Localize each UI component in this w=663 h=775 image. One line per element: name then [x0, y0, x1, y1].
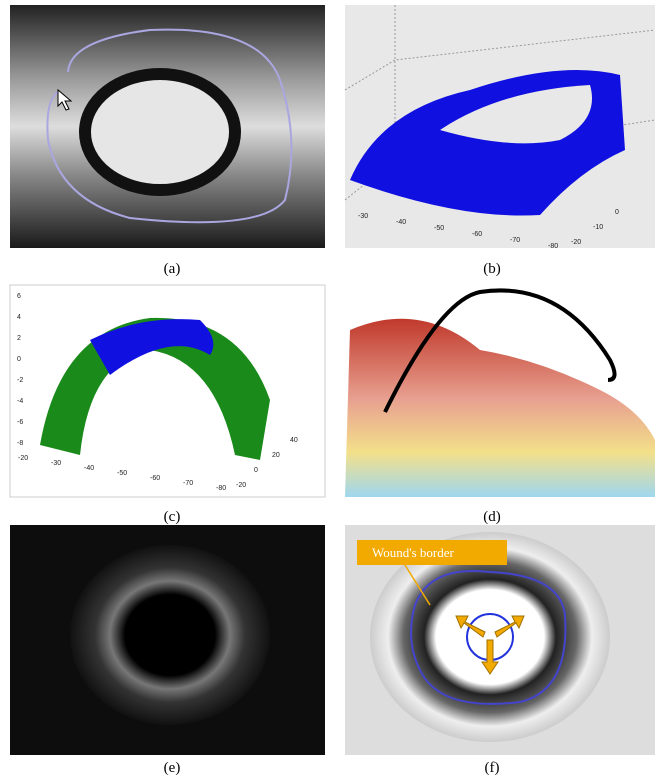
- caption: (b): [483, 261, 501, 277]
- tick-label: -40: [396, 219, 406, 226]
- tick-label: -2: [17, 377, 23, 384]
- tick-label: -4: [17, 398, 23, 405]
- tick-label: -80: [216, 485, 226, 492]
- tick-label: -30: [358, 213, 368, 220]
- tick-label: -20: [18, 455, 28, 462]
- panel-f: Wound's border: [345, 525, 655, 755]
- tick-label: 0: [254, 467, 258, 474]
- panel-a: [10, 5, 325, 248]
- tick-label: -70: [183, 480, 193, 487]
- tick-label: -6: [17, 419, 23, 426]
- tick-label: -60: [472, 231, 482, 238]
- annotation: Wound's border: [372, 545, 454, 560]
- wound: [85, 74, 235, 190]
- tick-label: 40: [290, 437, 298, 444]
- caption: (a): [164, 261, 181, 277]
- panel-b: [345, 5, 655, 248]
- wound: [70, 545, 270, 725]
- tick-label: 6: [17, 293, 21, 300]
- tick-label: -70: [510, 237, 520, 244]
- tick-label: -30: [51, 460, 61, 467]
- tick-label: 2: [17, 335, 21, 342]
- tick-label: -40: [84, 465, 94, 472]
- tick-label: -20: [571, 239, 581, 246]
- panel-d: [345, 285, 655, 497]
- tick-label: -50: [117, 470, 127, 477]
- tick-label: 0: [615, 209, 619, 216]
- tick-label: 20: [272, 452, 280, 459]
- caption: (e): [164, 760, 181, 775]
- panel-e: [10, 525, 325, 755]
- caption: (f): [485, 760, 500, 775]
- tick-label: -8: [17, 440, 23, 447]
- tick-label: -10: [593, 224, 603, 231]
- caption: (c): [164, 509, 181, 525]
- caption: (d): [483, 509, 501, 525]
- tick-label: 4: [17, 314, 21, 321]
- tick-label: 0: [17, 356, 21, 363]
- tick-label: -20: [236, 482, 246, 489]
- tick-label: -50: [434, 225, 444, 232]
- tick-label: -60: [150, 475, 160, 482]
- tick-label: -80: [548, 243, 558, 250]
- figure: Wound's border (a) (b) (c) (d) (e) (f) -…: [0, 0, 663, 775]
